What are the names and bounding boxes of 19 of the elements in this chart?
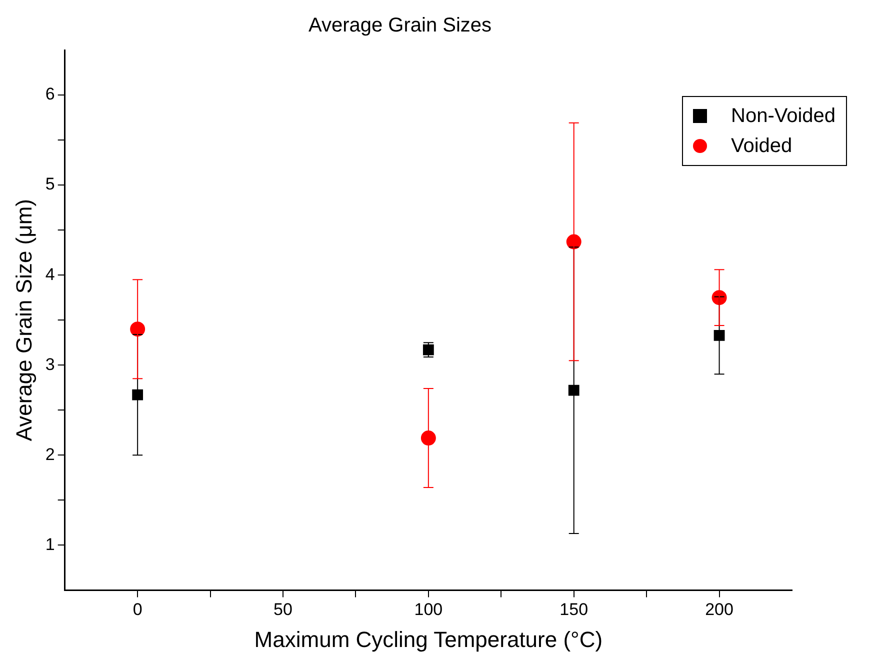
y-axis-title: Average Grain Size (μm) [11, 199, 36, 442]
x-tick-label: 100 [414, 600, 443, 620]
y-tick-label: 2 [45, 444, 55, 464]
legend-label: Non-Voided [731, 104, 836, 129]
y-tick-label: 4 [45, 264, 55, 284]
legend-label: Voided [731, 134, 792, 159]
point [132, 389, 144, 400]
y-tick-label: 5 [45, 174, 55, 194]
y-tick-label: 6 [45, 84, 55, 104]
x-tick-label: 50 [274, 600, 292, 620]
point [420, 430, 436, 446]
x-axis-title: Maximum Cycling Temperature (°C) [254, 626, 603, 652]
x-tick-label: 0 [132, 600, 142, 620]
x-tick-label: 200 [705, 600, 734, 620]
x-tick-label: 150 [560, 600, 588, 620]
y-tick-label: 1 [45, 534, 55, 554]
y-tick-label: 3 [45, 354, 55, 374]
chart-title: Average Grain Sizes [308, 14, 492, 37]
point [568, 384, 580, 396]
